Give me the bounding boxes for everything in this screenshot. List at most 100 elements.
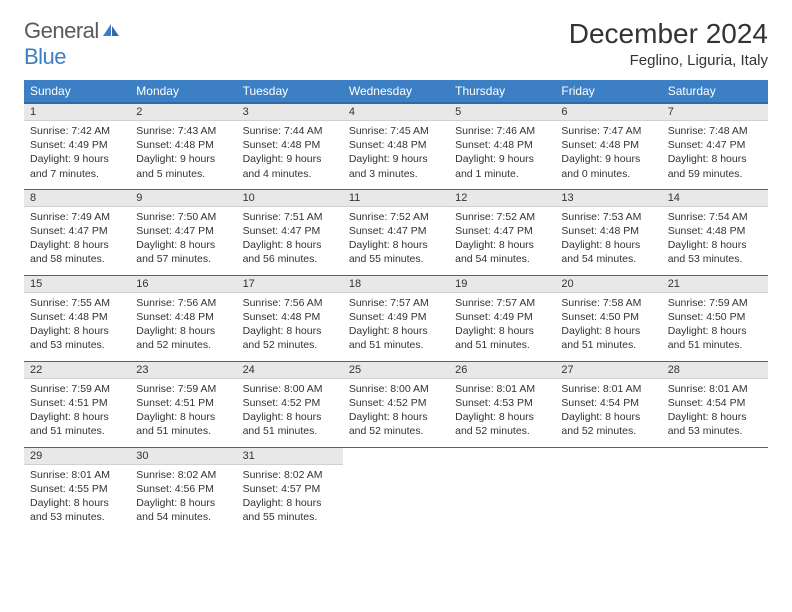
day-number: 10: [237, 190, 343, 207]
calendar-table: SundayMondayTuesdayWednesdayThursdayFrid…: [24, 80, 768, 533]
calendar-cell: 4Sunrise: 7:45 AMSunset: 4:48 PMDaylight…: [343, 103, 449, 189]
sunset-line: Sunset: 4:48 PM: [136, 139, 214, 151]
sunset-line: Sunset: 4:48 PM: [243, 311, 321, 323]
calendar-cell: 11Sunrise: 7:52 AMSunset: 4:47 PMDayligh…: [343, 189, 449, 275]
daylight-line: Daylight: 9 hours and 4 minutes.: [243, 153, 322, 179]
day-number: 27: [555, 362, 661, 379]
header: General Blue December 2024 Feglino, Ligu…: [24, 18, 768, 70]
day-number: 3: [237, 104, 343, 121]
daylight-line: Daylight: 8 hours and 52 minutes.: [561, 411, 640, 437]
day-number: 1: [24, 104, 130, 121]
daylight-line: Daylight: 8 hours and 51 minutes.: [349, 325, 428, 351]
sunset-line: Sunset: 4:53 PM: [455, 397, 533, 409]
day-info: Sunrise: 7:43 AM Sunset: 4:48 PM Daylight:…: [130, 121, 236, 184]
day-info: Sunrise: 7:56 AM Sunset: 4:48 PM Daylight:…: [237, 293, 343, 356]
sunset-line: Sunset: 4:48 PM: [243, 139, 321, 151]
sunset-line: Sunset: 4:48 PM: [561, 139, 639, 151]
sunset-line: Sunset: 4:48 PM: [30, 311, 108, 323]
calendar-cell: 14Sunrise: 7:54 AMSunset: 4:48 PMDayligh…: [662, 189, 768, 275]
day-number: 14: [662, 190, 768, 207]
day-info: Sunrise: 7:59 AMSunset: 4:51 PMDaylight:…: [24, 379, 130, 442]
sunset-line: Sunset: 4:56 PM: [136, 483, 214, 495]
sunrise-line: Sunrise: 7:59 AM: [30, 383, 110, 395]
day-number: 31: [237, 448, 343, 465]
day-info: Sunrise: 7:55 AMSunset: 4:48 PMDaylight:…: [24, 293, 130, 356]
day-number: 28: [662, 362, 768, 379]
calendar-cell: ..: [449, 447, 555, 533]
sunrise-line: Sunrise: 8:01 AM: [455, 383, 535, 395]
sunset-line: Sunset: 4:55 PM: [30, 483, 108, 495]
day-info: Sunrise: 8:00 AMSunset: 4:52 PMDaylight:…: [237, 379, 343, 442]
calendar-week-row: 1 Sunrise: 7:42 AM Sunset: 4:49 PM Daylight…: [24, 103, 768, 189]
day-number: 23: [130, 362, 236, 379]
sunrise-line: Sunrise: 8:02 AM: [243, 469, 323, 481]
sunset-line: Sunset: 4:48 PM: [668, 225, 746, 237]
sunset-line: Sunset: 4:47 PM: [30, 225, 108, 237]
sunset-line: Sunset: 4:47 PM: [243, 225, 321, 237]
day-info: Sunrise: 7:42 AMSunset: 4:49 PMDaylight:…: [24, 121, 130, 184]
calendar-cell: 21Sunrise: 7:59 AMSunset: 4:50 PMDayligh…: [662, 275, 768, 361]
logo-blue: Blue: [24, 44, 66, 69]
daylight-line: Daylight: 8 hours and 51 minutes.: [30, 411, 109, 437]
sunrise-line: Sunrise: 7:49 AM: [30, 211, 110, 223]
day-info: Sunrise: 7:47 AMSunset: 4:48 PMDaylight:…: [555, 121, 661, 184]
sunset-line: Sunset: 4:49 PM: [349, 311, 427, 323]
sunrise-line: Sunrise: 8:01 AM: [561, 383, 641, 395]
day-info: Sunrise: 7:56 AMSunset: 4:48 PMDaylight:…: [130, 293, 236, 356]
calendar-week-row: 22Sunrise: 7:59 AMSunset: 4:51 PMDayligh…: [24, 361, 768, 447]
calendar-week-row: 8Sunrise: 7:49 AMSunset: 4:47 PMDaylight…: [24, 189, 768, 275]
logo-general: General: [24, 18, 99, 43]
day-info: Sunrise: 8:01 AMSunset: 4:54 PMDaylight:…: [662, 379, 768, 442]
sunrise-line: Sunrise: 8:00 AM: [243, 383, 323, 395]
sunrise-line: Sunrise: 7:48 AM: [668, 125, 748, 137]
sunrise-line: Sunrise: 7:56 AM: [136, 297, 216, 309]
daylight-line: Daylight: 9 hours and 0 minutes.: [561, 153, 640, 179]
sunrise-line: Sunrise: 7:56 AM: [243, 297, 323, 309]
weekday-header-row: SundayMondayTuesdayWednesdayThursdayFrid…: [24, 80, 768, 103]
day-info: Sunrise: 7:48 AMSunset: 4:47 PMDaylight:…: [662, 121, 768, 184]
day-number: 7: [662, 104, 768, 121]
daylight-line: Daylight: 8 hours and 52 minutes.: [243, 325, 322, 351]
calendar-cell: 22Sunrise: 7:59 AMSunset: 4:51 PMDayligh…: [24, 361, 130, 447]
sunrise-line: Sunrise: 7:52 AM: [455, 211, 535, 223]
sunset-line: Sunset: 4:49 PM: [30, 139, 108, 151]
day-info: Sunrise: 7:57 AM Sunset: 4:49 PM Daylight:…: [343, 293, 449, 356]
calendar-cell: 7Sunrise: 7:48 AMSunset: 4:47 PMDaylight…: [662, 103, 768, 189]
sunrise-line: Sunrise: 8:00 AM: [349, 383, 429, 395]
sunrise-line: Sunrise: 7:52 AM: [349, 211, 429, 223]
sunrise-line: Sunrise: 7:43 AM: [136, 125, 216, 137]
daylight-line: Daylight: 8 hours and 53 minutes.: [668, 411, 747, 437]
sunset-line: Sunset: 4:51 PM: [136, 397, 214, 409]
calendar-cell: 2Sunrise: 7:43 AMSunset: 4:48 PMDaylight…: [130, 103, 236, 189]
daylight-line: Daylight: 9 hours and 5 minutes.: [136, 153, 215, 179]
daylight-line: Daylight: 8 hours and 55 minutes.: [349, 239, 428, 265]
daylight-line: Daylight: 8 hours and 59 minutes.: [668, 153, 747, 179]
daylight-line: Daylight: 8 hours and 51 minutes.: [136, 411, 215, 437]
day-info: Sunrise: 7:52 AMSunset: 4:47 PMDaylight:…: [449, 207, 555, 270]
calendar-cell: 13Sunrise: 7:53 AMSunset: 4:48 PMDayligh…: [555, 189, 661, 275]
day-info: Sunrise: 7:59 AMSunset: 4:50 PMDaylight:…: [662, 293, 768, 356]
day-number: 6: [555, 104, 661, 121]
daylight-line: Daylight: 8 hours and 53 minutes.: [30, 497, 109, 523]
weekday-header: Saturday: [662, 80, 768, 103]
daylight-line: Daylight: 8 hours and 58 minutes.: [30, 239, 109, 265]
calendar-cell: 19Sunrise: 7:57 AMSunset: 4:49 PMDayligh…: [449, 275, 555, 361]
day-info: Sunrise: 7:50 AMSunset: 4:47 PMDaylight:…: [130, 207, 236, 270]
calendar-body: 1 Sunrise: 7:42 AM Sunset: 4:49 PM Daylight…: [24, 103, 768, 533]
weekday-header: Monday: [130, 80, 236, 103]
sunrise-line: Sunrise: 8:01 AM: [668, 383, 748, 395]
sunrise-line: Sunrise: 7:57 AM: [349, 297, 429, 309]
calendar-week-row: 29Sunrise: 8:01 AMSunset: 4:55 PMDayligh…: [24, 447, 768, 533]
sunset-line: Sunset: 4:47 PM: [349, 225, 427, 237]
weekday-header: Sunday: [24, 80, 130, 103]
sunrise-line: Sunrise: 7:58 AM: [561, 297, 641, 309]
daylight-line: Daylight: 8 hours and 52 minutes.: [136, 325, 215, 351]
sunset-line: Sunset: 4:54 PM: [561, 397, 639, 409]
calendar-cell: 16Sunrise: 7:56 AMSunset: 4:48 PMDayligh…: [130, 275, 236, 361]
day-info: Sunrise: 8:02 AMSunset: 4:56 PMDaylight:…: [130, 465, 236, 528]
sunrise-line: Sunrise: 7:42 AM: [30, 125, 110, 137]
sunrise-line: Sunrise: 8:02 AM: [136, 469, 216, 481]
calendar-cell: 18Sunrise: 7:57 AMSunset: 4:49 PMDayligh…: [343, 275, 449, 361]
day-info: Sunrise: 7:52 AM Sunset: 4:47 PM Daylight:…: [343, 207, 449, 270]
daylight-line: Daylight: 8 hours and 55 minutes.: [243, 497, 322, 523]
